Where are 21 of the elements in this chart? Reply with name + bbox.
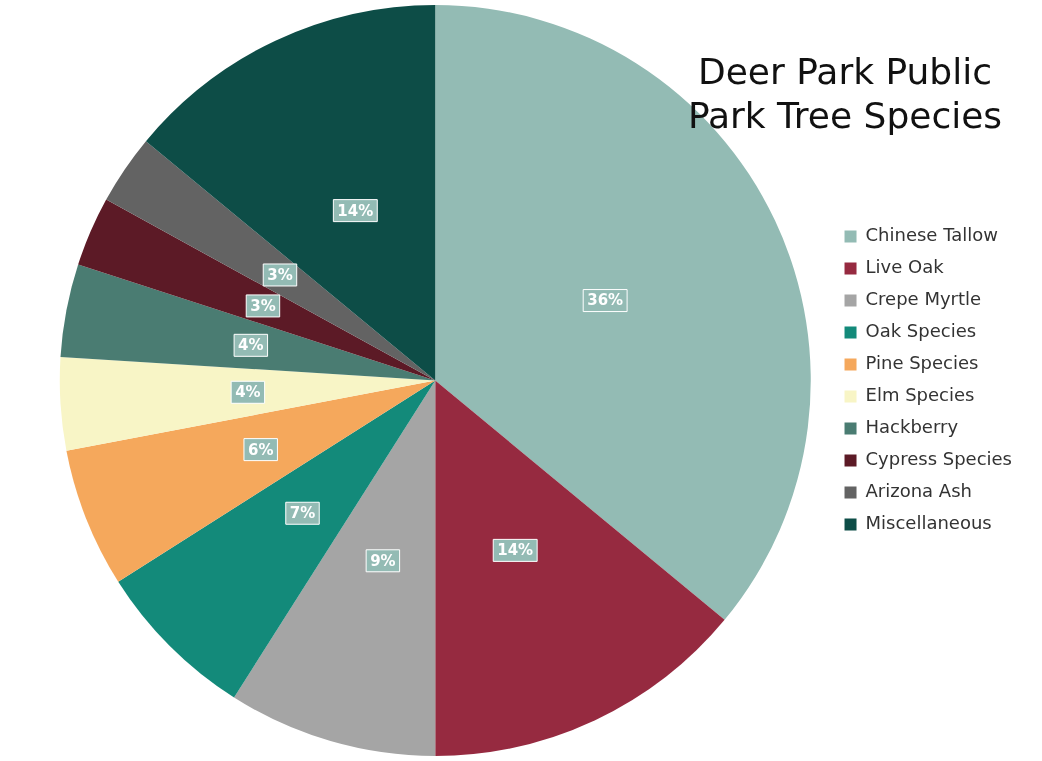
legend-label: Arizona Ash bbox=[865, 480, 972, 502]
data-label: 4% bbox=[235, 383, 261, 402]
legend-label: Miscellaneous bbox=[865, 512, 992, 534]
legend-label: Crepe Myrtle bbox=[865, 288, 982, 310]
legend-label: Chinese Tallow bbox=[865, 224, 998, 246]
data-label: 4% bbox=[238, 336, 264, 355]
legend-label: Oak Species bbox=[865, 320, 977, 342]
legend-label: Pine Species bbox=[865, 352, 979, 374]
data-label: 14% bbox=[337, 201, 374, 220]
legend-label: Elm Species bbox=[865, 384, 975, 406]
legend-label: Cypress Species bbox=[865, 448, 1013, 470]
data-label: 3% bbox=[267, 265, 293, 284]
legend-label: Live Oak bbox=[865, 256, 945, 278]
data-label: 3% bbox=[250, 296, 276, 315]
data-label: 14% bbox=[497, 541, 534, 560]
data-label: 9% bbox=[370, 551, 396, 570]
data-label: 6% bbox=[247, 440, 274, 459]
data-label: 36% bbox=[587, 291, 624, 310]
data-label: 7% bbox=[289, 504, 316, 523]
text: Deer Park Public Park Tree Species bbox=[686, 50, 1004, 138]
legend-label: Hackberry bbox=[865, 416, 959, 438]
